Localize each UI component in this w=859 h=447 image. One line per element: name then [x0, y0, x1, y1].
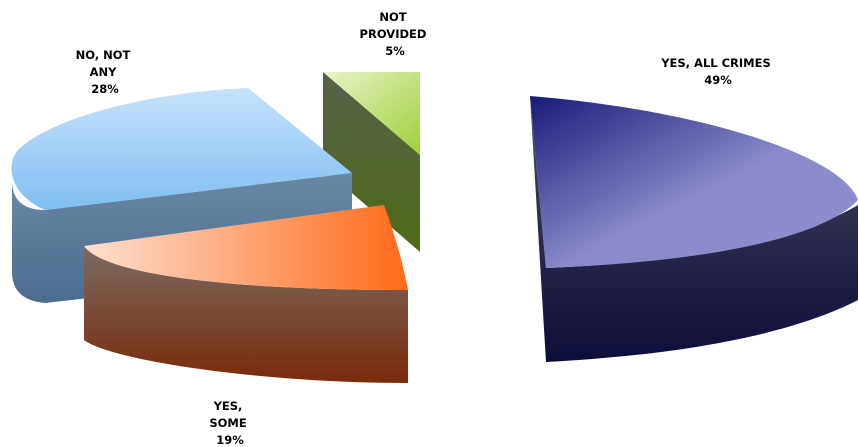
value-label-not-provided: 5%: [385, 44, 405, 58]
slice-yes-some-side: [84, 246, 408, 383]
slice-yes-some-top: [84, 205, 408, 290]
slice-not-provided-side: [323, 72, 420, 252]
label-yes-all-crimes: YES, ALL CRIMES 49%: [660, 56, 775, 87]
label-no-not-any: NO, NOT ANY 28%: [76, 48, 135, 96]
slice-yes-all-crimes-top: [530, 96, 858, 268]
slice-yes-all-crimes-side: [530, 96, 858, 362]
label-not-provided: NOT PROVIDED 5%: [360, 10, 431, 58]
label-yes-all-crimes-line1: YES, ALL CRIMES: [660, 56, 771, 70]
label-not-provided-line1: NOT: [379, 10, 406, 24]
slice-not-provided: [323, 72, 420, 252]
slice-yes-some: [84, 205, 408, 383]
label-yes-some-line1: YES,: [213, 399, 243, 413]
slice-not-provided-top: [323, 72, 420, 155]
value-label-yes-all-crimes: 49%: [704, 73, 732, 87]
label-yes-some: YES, SOME 19%: [209, 399, 250, 447]
label-not-provided-line2: PROVIDED: [360, 27, 427, 41]
label-no-not-any-line2: ANY: [90, 65, 118, 79]
value-label-yes-some: 19%: [216, 433, 244, 447]
slice-no-not-any-top: [11, 88, 353, 210]
label-yes-some-line2: SOME: [209, 416, 247, 430]
label-no-not-any-line1: NO, NOT: [76, 48, 131, 62]
value-label-no-not-any: 28%: [91, 82, 119, 96]
slice-yes-all-crimes: [530, 96, 858, 362]
slice-no-not-any-side-outer: [12, 180, 45, 303]
